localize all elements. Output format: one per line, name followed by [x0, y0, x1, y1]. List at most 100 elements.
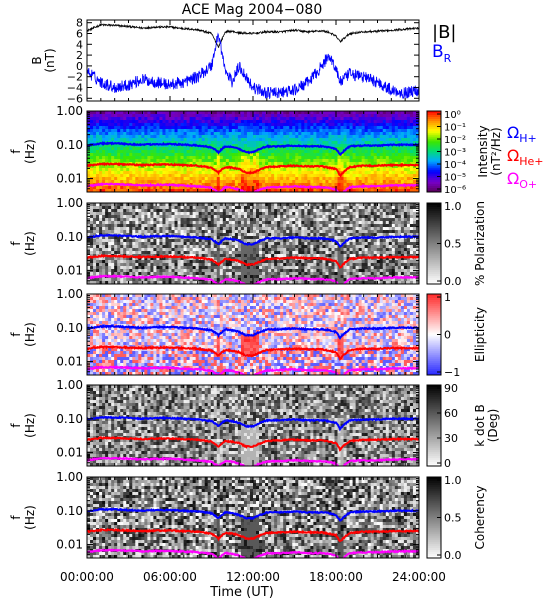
heatmap-cell	[180, 248, 184, 252]
heatmap-cell	[249, 141, 254, 145]
heatmap-cell	[141, 135, 145, 139]
heatmap-cell	[328, 129, 332, 133]
heatmap-cell	[96, 260, 100, 264]
heatmap-cell	[99, 245, 103, 249]
heatmap-cell	[271, 147, 275, 151]
heatmap-cell	[153, 227, 157, 231]
heatmap-cell	[237, 272, 242, 276]
heatmap-cell	[201, 251, 206, 255]
heatmap-cell	[253, 180, 257, 184]
heatmap-cell	[150, 230, 154, 234]
heatmap-cell	[328, 147, 332, 151]
heatmap-cell	[274, 269, 278, 273]
heatmap-cell	[135, 212, 139, 216]
heatmap-cell	[316, 129, 320, 133]
heatmap-cell	[394, 111, 399, 115]
heatmap-cell	[111, 144, 115, 148]
heatmap-cell	[135, 206, 139, 210]
heatmap-cell	[364, 132, 369, 136]
heatmap-cell	[316, 171, 320, 175]
heatmap-cell	[183, 129, 187, 133]
heatmap-cell	[249, 209, 254, 213]
heatmap-cell	[234, 281, 239, 284]
heatmap-cell	[271, 129, 275, 133]
heatmap-cell	[304, 147, 308, 151]
heatmap-cell	[210, 153, 215, 157]
heatmap-cell	[337, 183, 341, 187]
heatmap-cell	[388, 123, 393, 127]
heatmap-cell	[391, 123, 396, 127]
heatmap-cell	[87, 132, 91, 136]
heatmap-cell	[90, 230, 94, 234]
heatmap-cell	[138, 114, 142, 118]
heatmap-cell	[129, 203, 133, 207]
heatmap-cell	[102, 120, 106, 124]
heatmap-cell	[301, 138, 305, 142]
heatmap-cell	[183, 180, 187, 184]
heatmap-cell	[117, 236, 121, 240]
heatmap-cell	[262, 150, 266, 154]
heatmap-cell	[361, 147, 366, 151]
heatmap-cell	[189, 257, 194, 261]
heatmap-cell	[168, 162, 172, 166]
heatmap-cell	[126, 111, 130, 115]
heatmap-cell	[222, 156, 227, 160]
heatmap-cell	[123, 221, 127, 225]
heatmap-cell	[204, 150, 209, 154]
heatmap-cell	[253, 281, 257, 284]
heatmap-cell	[177, 266, 181, 270]
heatmap-cell	[240, 147, 245, 151]
heatmap-cell	[280, 230, 284, 234]
heatmap-cell	[334, 120, 338, 124]
heatmap-cell	[186, 209, 191, 213]
heatmap-cell	[277, 215, 281, 219]
heatmap-cell	[225, 215, 230, 219]
heatmap-cell	[180, 153, 184, 157]
heatmap-cell	[153, 278, 157, 282]
heatmap-cell	[316, 132, 320, 136]
heatmap-cell	[135, 144, 139, 148]
heatmap-cell	[93, 251, 97, 255]
heatmap-cell	[180, 206, 184, 210]
heatmap-cell	[388, 147, 393, 151]
heatmap-cell	[126, 171, 130, 175]
heatmap-cell	[144, 224, 148, 228]
heatmap-cell	[132, 189, 136, 192]
heatmap-cell	[295, 138, 299, 142]
heatmap-cell	[222, 150, 227, 154]
heatmap-cell	[268, 132, 272, 136]
heatmap-cell	[274, 120, 278, 124]
heatmap-cell	[150, 129, 154, 133]
heatmap-cell	[222, 162, 227, 166]
heatmap-cell	[346, 165, 350, 169]
heatmap-cell	[171, 209, 175, 213]
heatmap-cell	[325, 189, 329, 192]
heatmap-cell	[171, 138, 175, 142]
heatmap-cell	[271, 251, 275, 255]
heatmap-cell	[271, 114, 275, 118]
heatmap-cell	[265, 248, 269, 252]
heatmap-cell	[186, 281, 191, 284]
heatmap-cell	[319, 159, 323, 163]
heatmap-cell	[376, 189, 381, 192]
heatmap-cell	[280, 260, 284, 264]
heatmap-cell	[120, 266, 124, 270]
heatmap-cell	[210, 254, 215, 258]
heatmap-cell	[144, 114, 148, 118]
heatmap-cell	[219, 263, 224, 267]
heatmap-cell	[114, 278, 118, 282]
heatmap-cell	[364, 180, 369, 184]
heatmap-cell	[147, 221, 151, 225]
heatmap-cell	[394, 180, 399, 184]
heatmap-cell	[319, 120, 323, 124]
heatmap-cell	[268, 272, 272, 276]
heatmap-cell	[165, 263, 169, 267]
heatmap-cell	[219, 153, 224, 157]
heatmap-cell	[301, 120, 305, 124]
heatmap-cell	[394, 153, 399, 157]
heatmap-cell	[153, 212, 157, 216]
heatmap-cell	[400, 123, 405, 127]
heatmap-cell	[126, 215, 130, 219]
heatmap-cell	[216, 203, 221, 207]
heatmap-cell	[165, 212, 169, 216]
